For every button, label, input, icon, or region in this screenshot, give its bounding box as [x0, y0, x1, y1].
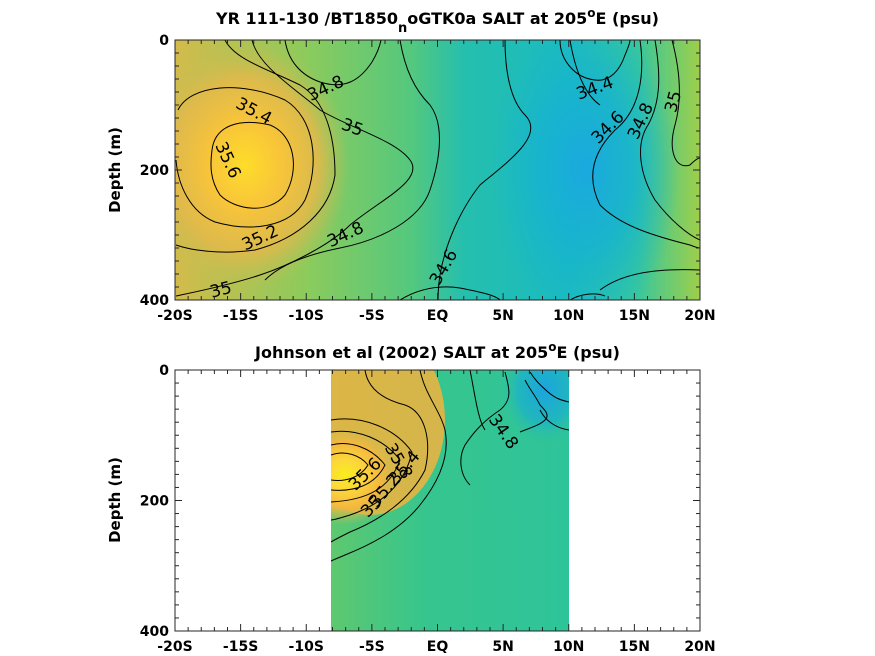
top-x-tick-label: -5S	[359, 308, 385, 324]
bottom-ylabel: Depth (m)	[106, 457, 124, 543]
bottom-contour-34.8-a	[331, 370, 447, 562]
top-ylabel: Depth (m)	[106, 127, 124, 213]
top-x-tick-label: 15N	[619, 308, 650, 324]
top-x-tick-label: EQ	[427, 308, 449, 324]
top-contour-34.8-a	[284, 40, 382, 86]
top-x-tick-label: -15S	[223, 308, 258, 324]
bottom-x-tick-label: -10S	[289, 639, 324, 655]
bottom-x-tick-label: -20S	[157, 639, 192, 655]
bottom-y-tick-label: 0	[159, 363, 169, 379]
top-y-tick-label: 200	[140, 163, 169, 179]
bottom-heatmap	[331, 370, 569, 631]
top-contour-35-a	[175, 40, 414, 297]
top-x-tick-label: -20S	[157, 308, 192, 324]
bottom-contour-34.6	[529, 371, 569, 431]
bottom-x-tick-label: 10N	[553, 639, 584, 655]
top-contour-34.6-a	[437, 40, 532, 300]
bottom-contour-34.6-b	[519, 379, 548, 433]
bottom-contour-34.8-b	[460, 370, 510, 486]
bottom-contour-35.2	[331, 418, 413, 521]
top-contour-35-c	[399, 286, 501, 300]
bottom-ticks: -20S -15S -10S -5S EQ 5N 10N 15N 20N 0 200 400	[140, 363, 716, 655]
top-x-tick-label: 5N	[492, 308, 513, 324]
top-high-salinity-core	[175, 40, 350, 290]
top-low-salinity-core	[490, 40, 680, 300]
top-x-tick-label: -10S	[289, 308, 324, 324]
bottom-title: Johnson et al (2002) SALT at 205oE (psu)	[254, 340, 620, 362]
bottom-x-tick-label: 15N	[619, 639, 650, 655]
bottom-x-tick-label: -5S	[359, 639, 385, 655]
top-x-tick-label: 20N	[684, 308, 715, 324]
bottom-contour-35.4	[331, 430, 401, 503]
bottom-y-tick-label: 200	[140, 494, 169, 510]
top-contour-34.6-d	[599, 269, 700, 291]
top-contour-34.8-c	[640, 40, 700, 241]
bottom-x-tick-label: 5N	[492, 639, 513, 655]
top-contour-35-b	[671, 40, 700, 167]
bottom-high-salinity-core	[331, 425, 400, 525]
top-contour-34.6-e	[569, 293, 606, 300]
bottom-y-tick-label: 400	[140, 624, 169, 640]
bottom-low-salinity-core	[500, 370, 569, 445]
bottom-contour-35.8	[331, 452, 369, 481]
top-contour-35.4	[175, 87, 314, 228]
top-contour-34.6-c	[592, 40, 700, 249]
bottom-contour-35	[331, 370, 429, 543]
top-title: YR 111-130 /BT1850noGTK0a SALT at 205oE …	[215, 6, 659, 36]
bottom-x-tick-label: -15S	[223, 639, 258, 655]
top-x-tick-label: 10N	[553, 308, 584, 324]
top-contour-34.4	[559, 40, 631, 81]
bottom-x-tick-label: 20N	[684, 639, 715, 655]
top-contour-35.6	[210, 122, 294, 209]
top-y-tick-label: 400	[140, 293, 169, 309]
top-heatmap	[175, 40, 700, 300]
bottom-x-tick-label: EQ	[427, 639, 449, 655]
top-contour-34.8-b	[264, 40, 440, 281]
top-y-tick-label: 0	[159, 33, 169, 49]
top-contour-34.6-b	[569, 40, 601, 106]
bottom-contour-35.6	[331, 443, 386, 491]
top-ticks: -20S -15S -10S -5S EQ 5N 10N 15N 20N 0 200 400	[140, 33, 716, 324]
